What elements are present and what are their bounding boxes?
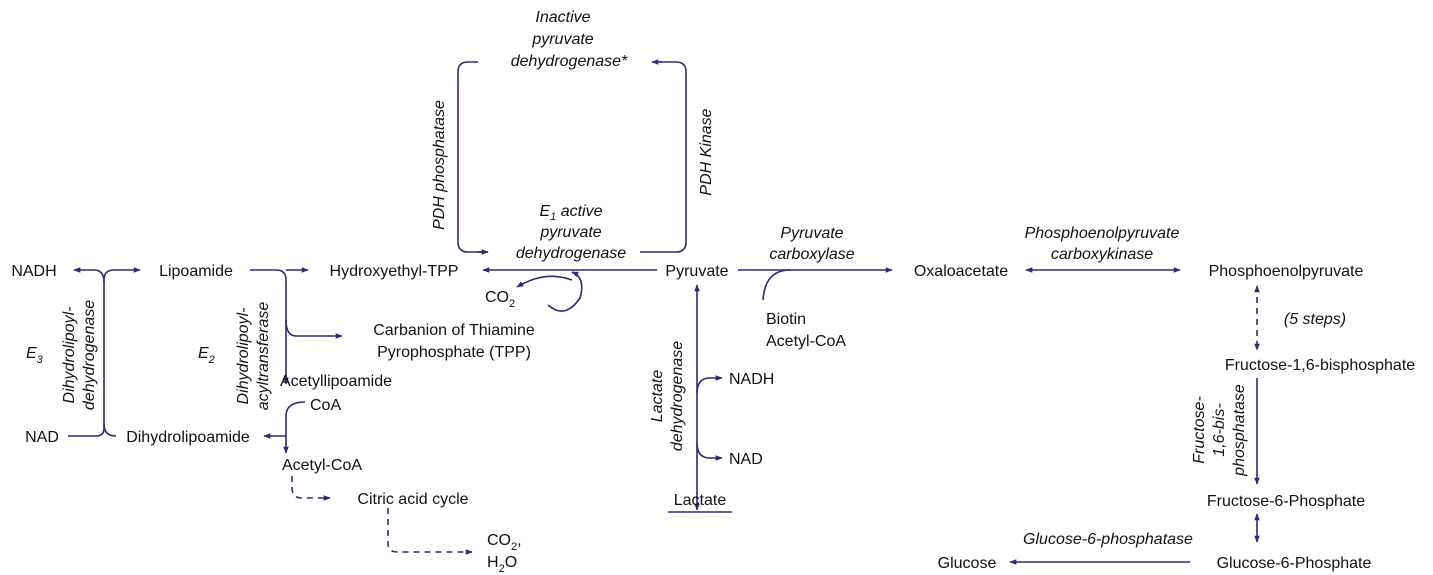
pepck-line1: Phosphoenolpyruvate <box>1025 225 1180 242</box>
lipoamide-node: Lipoamide <box>159 263 233 280</box>
dihydrolipoyl-dehydrogenase-line2: dehydrogenase <box>81 300 98 410</box>
co2-h2o-line1: CO2, <box>487 532 522 553</box>
active-pdh-line1: E1 active <box>539 203 602 223</box>
active-pdh-line3: dehydrogenase <box>516 245 626 262</box>
dihydrolipoamide-node: Dihydrolipoamide <box>126 429 250 446</box>
lactate-dehydrogenase-line2: dehydrogenase <box>669 341 686 451</box>
e3-main-arrow <box>68 267 141 437</box>
hydroxyethyl-tpp-node: Hydroxyethyl-TPP <box>330 263 459 280</box>
to-nadh-arrow <box>73 267 105 283</box>
e2-label: E2 <box>198 345 215 366</box>
from-dihydrolipoamide-connector <box>103 423 117 437</box>
inactive-pdh-line1: Inactive <box>535 9 590 26</box>
nadh-left-node: NADH <box>11 263 56 280</box>
acetyl-coa-node: Acetyl-CoA <box>282 457 362 474</box>
pyruvate-carboxylase-line1: Pyruvate <box>780 225 843 242</box>
phosphoenolpyruvate-node: Phosphoenolpyruvate <box>1209 263 1364 280</box>
dihydrolipoyl-dehydrogenase-line1: Dihydrolipoyl- <box>61 307 78 404</box>
pdh-phosphatase-label: PDH phosphatase <box>431 100 448 230</box>
glucose-node: Glucose <box>938 555 997 572</box>
dihydrolipoyl-acyltransferase-line2: acyltransferase <box>255 302 272 411</box>
carbanion-line2: Pyrophosphate (TPP) <box>377 344 531 361</box>
cac-to-co2-arrow <box>387 508 473 555</box>
pepck-line2: carboxykinase <box>1051 246 1153 263</box>
glucose-6-phosphatase-label: Glucose-6-phosphatase <box>1023 531 1193 548</box>
pdh-kinase-label: PDH Kinase <box>698 108 715 195</box>
lactate-node: Lactate <box>674 492 727 509</box>
co2-left-node: CO2 <box>485 289 515 310</box>
active-pdh-line2: pyruvate <box>539 224 601 241</box>
nad-left-node: NAD <box>25 429 59 446</box>
to-nadh-right-arrow <box>696 375 723 394</box>
fructose-bisphosphatase-line1: Fructose- <box>1191 396 1208 464</box>
inactive-pdh-line2: pyruvate <box>531 31 593 48</box>
to-nad-right-arrow <box>696 442 723 461</box>
fructose-bisphosphatase-line3: phosphatase <box>1231 384 1248 477</box>
fructose-bisphosphatase-line2: 1,6-bis- <box>1211 403 1228 456</box>
five-steps-label: (5 steps) <box>1284 311 1346 328</box>
pdh-kinase-arrow <box>640 61 687 253</box>
nadh-right-node: NADH <box>729 371 774 388</box>
nad-right-node: NAD <box>729 451 763 468</box>
acetyllipoamide-node: Acetyllipoamide <box>280 373 392 390</box>
to-carbanion-arrow <box>285 319 343 339</box>
biotin-node: Biotin <box>766 311 806 328</box>
citric-acid-cycle-node: Citric acid cycle <box>357 491 468 508</box>
oxaloacetate-node: Oxaloacetate <box>914 263 1008 280</box>
pdh-phosphatase-arrow <box>457 61 488 253</box>
enzyme-labels: PDH phosphatase PDH Kinase Dihydrolipoyl… <box>26 100 1248 548</box>
carbanion-line1: Carbanion of Thiamine <box>373 322 535 339</box>
dihydrolipoyl-acyltransferase-line1: Dihydrolipoyl- <box>235 308 252 405</box>
pyruvate-node: Pyruvate <box>665 263 728 280</box>
acetyl-coa-cofactor-node: Acetyl-CoA <box>766 333 846 350</box>
coa-to-acetylcoa-arrow <box>283 401 306 454</box>
fructose-6p-node: Fructose-6-Phosphate <box>1207 493 1365 510</box>
fructose-16-bp-node: Fructose-1,6-bisphosphate <box>1225 357 1415 374</box>
pyruvate-carboxylase-line2: carboxylase <box>769 246 854 263</box>
lactate-dehydrogenase-line1: Lactate <box>649 370 666 423</box>
coa-node: CoA <box>310 397 341 414</box>
arrows <box>68 59 1260 565</box>
glucose-6p-node: Glucose-6-Phosphate <box>1217 555 1372 572</box>
co2-release-arrow <box>516 275 573 288</box>
acetylcoa-to-cac-arrow <box>291 476 331 501</box>
carbanion-loop-arrow <box>547 271 583 312</box>
nodes: Inactive pyruvate dehydrogenase* E1 acti… <box>11 9 1415 575</box>
co2-h2o-line2: H2O <box>487 554 517 575</box>
biotin-cofactor-curve <box>762 269 791 301</box>
inactive-pdh-line3: dehydrogenase* <box>511 53 628 70</box>
e3-label: E3 <box>26 345 44 366</box>
lipoamide-to-acetyllipoamide-arrow <box>250 269 289 385</box>
